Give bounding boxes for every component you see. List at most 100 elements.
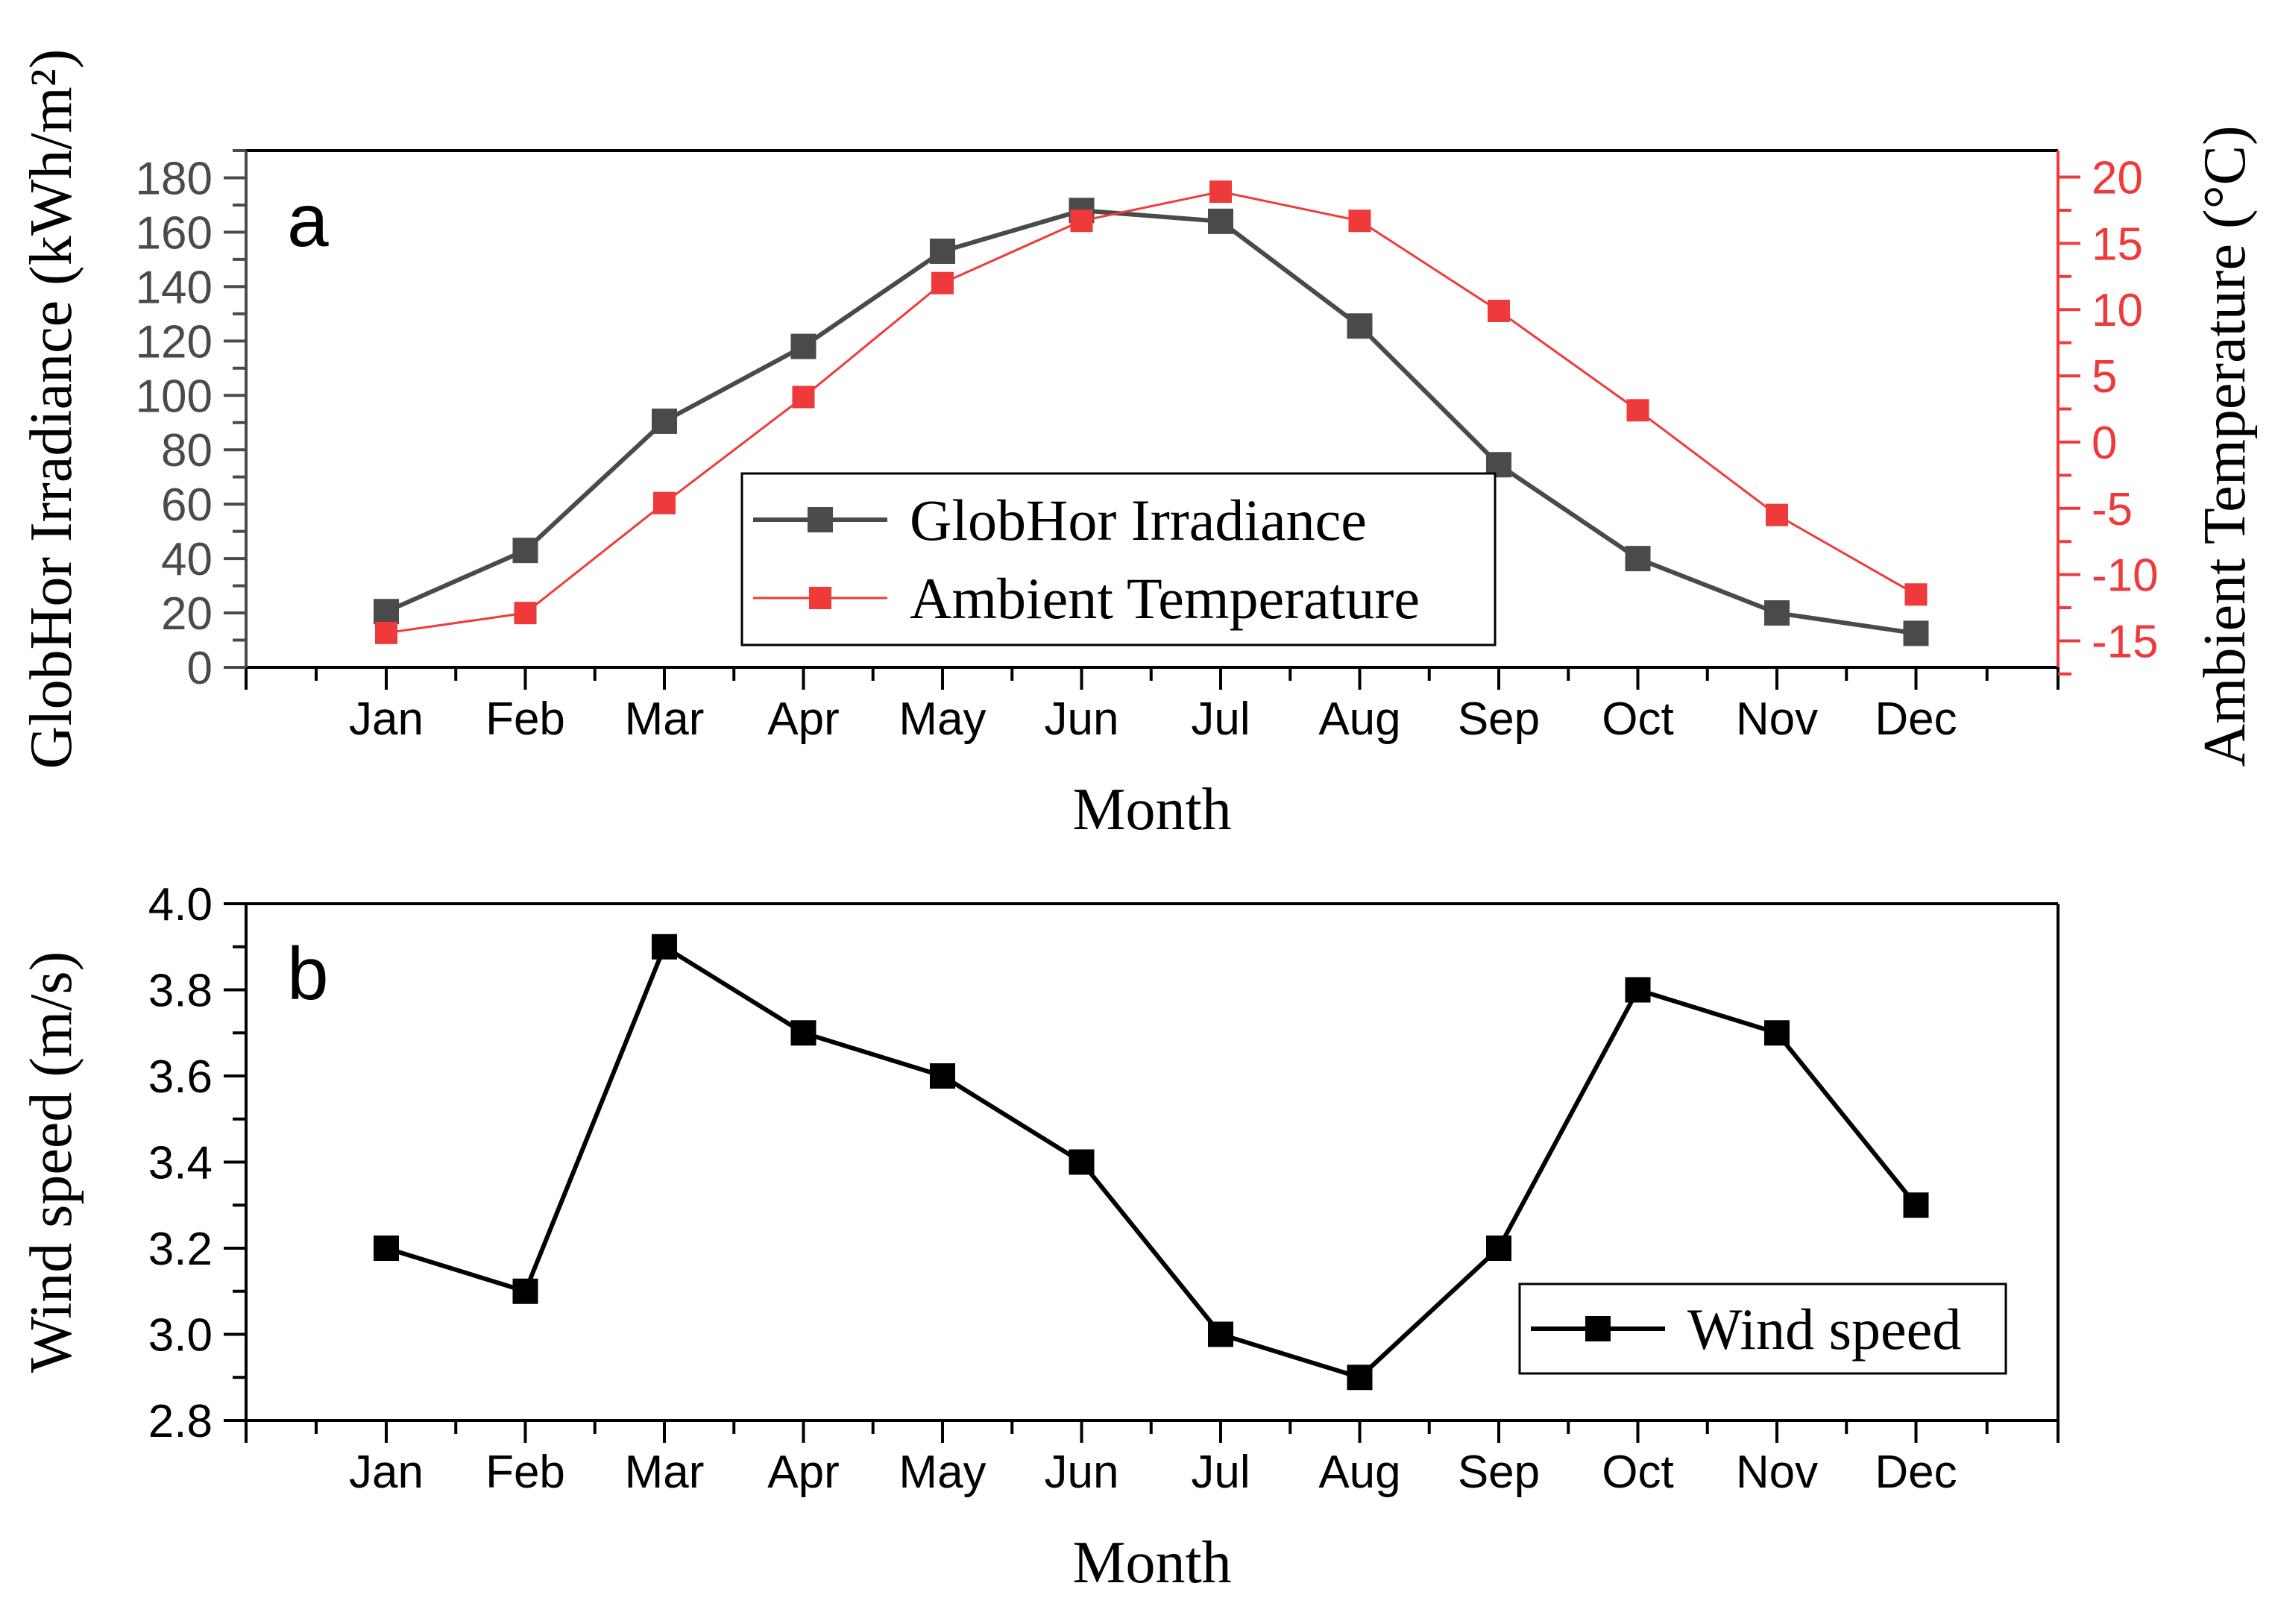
data-point-marker <box>931 271 954 295</box>
data-point-marker <box>1488 300 1510 323</box>
chart-panel-a: Jan Feb Mar Apr May Jun Jul Aug Sep Oct Nov Dec0204… <box>19 49 2258 843</box>
y-tick-label: 40 <box>161 534 213 585</box>
data-point-marker <box>375 621 397 644</box>
x-tick-label: Oct <box>1602 693 1673 745</box>
y-tick-label: 80 <box>161 425 213 476</box>
data-point-marker <box>1626 399 1649 422</box>
chart-panel-b: Jan Feb Mar Apr May Jun Jul Aug Sep Oct Nov Dec 2.8 3… <box>19 879 2060 1596</box>
data-point-marker <box>374 1236 399 1261</box>
data-point-marker <box>1070 210 1093 233</box>
x-tick-label: Dec <box>1875 693 1957 745</box>
x-tick-label: Feb <box>485 1447 565 1498</box>
legend-entry-label: GlobHor Irradiance <box>910 488 1367 553</box>
y-tick-label: 3.8 <box>148 966 213 1017</box>
data-point-marker <box>1069 1149 1095 1175</box>
data-point-marker <box>1764 1020 1790 1046</box>
legend: GlobHor Irradiance Ambient Temperature <box>740 472 1497 646</box>
data-point-marker <box>514 602 537 625</box>
data-point-marker <box>790 1020 816 1046</box>
y-tick-label: 140 <box>136 262 213 313</box>
x-tick-label: Sep <box>1458 1447 1540 1498</box>
x-tick-label: Oct <box>1602 1447 1673 1498</box>
y-right-tick-label: -10 <box>2092 550 2159 602</box>
y-tick-label: 100 <box>136 371 213 422</box>
y-tick-label: 3.2 <box>148 1224 213 1275</box>
data-point-marker <box>1766 503 1788 526</box>
data-point-marker <box>1208 208 1233 234</box>
y-tick-label: 3.0 <box>148 1310 213 1362</box>
y-axis-title: Wind speed (m/s) <box>19 951 84 1373</box>
x-tick-label: Mar <box>625 1447 705 1498</box>
legend-swatch-marker <box>808 507 833 532</box>
data-point-marker <box>1347 1365 1373 1391</box>
y-tick-label: 2.8 <box>148 1396 213 1447</box>
y-right-tick-label: -15 <box>2092 616 2159 667</box>
data-point-marker <box>652 408 677 434</box>
y-tick-label: 4.0 <box>148 879 213 931</box>
x-tick-label: Sep <box>1458 693 1540 745</box>
data-point-marker <box>374 599 399 625</box>
x-tick-label: Feb <box>485 693 565 745</box>
y-axis-right-title: Ambient Temperature (°C) <box>2192 125 2258 767</box>
series-line-0 <box>386 944 1918 1380</box>
x-tick-label: Dec <box>1875 1447 1957 1498</box>
y-right-tick-label: 10 <box>2092 285 2143 336</box>
legend-swatch-marker <box>1585 1316 1611 1341</box>
data-point-marker <box>512 1278 538 1304</box>
x-tick-label: Aug <box>1318 1447 1400 1498</box>
y-right-tick-label: 20 <box>2092 153 2143 204</box>
series-line-1 <box>386 190 1917 635</box>
data-point-marker <box>790 333 816 359</box>
y-right-tick-label: -5 <box>2092 484 2133 535</box>
y-right-tick-label: 15 <box>2092 218 2143 270</box>
x-tick-label: Nov <box>1736 1447 1818 1498</box>
data-point-marker <box>1347 313 1373 339</box>
x-tick-label: Jan <box>349 693 424 745</box>
data-point-marker <box>930 1063 955 1089</box>
data-point-marker <box>1348 210 1371 233</box>
x-tick-label: Apr <box>767 1447 839 1498</box>
x-tick-label: Nov <box>1736 693 1818 745</box>
x-tick-label: Jul <box>1191 693 1250 745</box>
y-axis-title: GlobHor Irradiance (kWh/m²) <box>19 49 84 769</box>
y-right-tick-label: 0 <box>2092 418 2117 469</box>
legend-swatch-marker <box>809 587 831 609</box>
legend-entry-label: Ambient Temperature <box>910 566 1420 631</box>
panel-label: a <box>287 179 329 262</box>
y-tick-label: 20 <box>161 588 213 640</box>
data-point-marker <box>1903 1192 1929 1218</box>
x-tick-label: Mar <box>625 693 705 745</box>
x-axis-title: Month <box>1072 777 1231 843</box>
y-tick-label: 0 <box>187 643 213 694</box>
data-point-marker <box>1625 546 1651 572</box>
legend: Wind speed <box>1518 1282 2007 1375</box>
y-tick-label: 180 <box>136 153 213 204</box>
x-tick-label: May <box>899 1447 986 1498</box>
data-point-marker <box>1625 977 1651 1003</box>
panel-label: b <box>287 932 329 1016</box>
data-point-marker <box>652 934 677 960</box>
x-tick-label: May <box>899 693 986 745</box>
x-tick-label: Jan <box>349 1447 424 1498</box>
series-line-0 <box>385 208 1916 636</box>
y-tick-label: 160 <box>136 207 213 259</box>
legend-entry-label: Wind speed <box>1687 1297 1961 1362</box>
x-tick-label: Apr <box>767 693 839 745</box>
legend-box <box>740 472 1497 646</box>
x-axis-title: Month <box>1072 1530 1231 1596</box>
data-point-marker <box>1904 583 1928 606</box>
y-tick-label: 120 <box>136 316 213 368</box>
data-point-marker <box>1486 1236 1511 1261</box>
data-point-marker <box>653 491 676 514</box>
y-tick-label: 60 <box>161 479 213 531</box>
data-point-marker <box>1903 620 1929 646</box>
y-tick-label: 3.6 <box>148 1051 213 1103</box>
data-point-marker <box>1764 600 1790 626</box>
data-point-marker <box>1208 1321 1233 1347</box>
x-tick-label: Jun <box>1045 1447 1119 1498</box>
y-tick-label: 3.4 <box>148 1138 213 1189</box>
data-point-marker <box>1209 180 1232 204</box>
data-point-marker <box>512 538 538 564</box>
data-point-marker <box>792 385 815 409</box>
x-tick-label: Jul <box>1191 1447 1250 1498</box>
